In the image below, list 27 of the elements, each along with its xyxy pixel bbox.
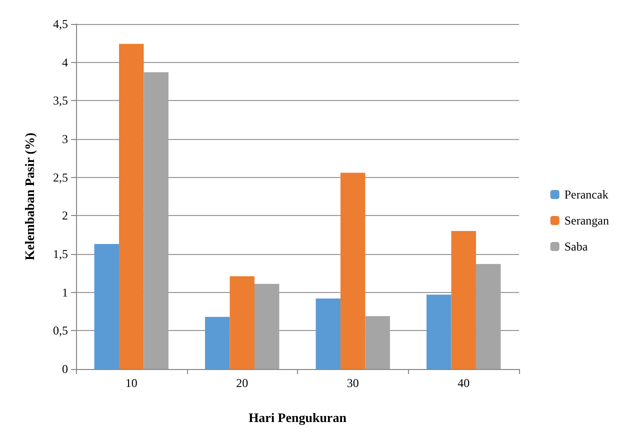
bar: [205, 316, 230, 369]
y-tick-label: 3,5: [53, 94, 68, 108]
bar: [316, 298, 341, 369]
bar: [426, 294, 452, 369]
bar: [119, 44, 144, 369]
x-tick-label: 10: [125, 376, 138, 390]
y-tick-label: 1,5: [53, 247, 68, 261]
y-tick-label: 2: [62, 208, 68, 223]
y-tick-label: 4: [62, 55, 68, 70]
bar: [94, 244, 120, 369]
bar: [340, 172, 366, 369]
legend-label: Saba: [564, 240, 588, 254]
y-tick-label: 0,5: [53, 324, 68, 338]
y-tick-label: 4,5: [53, 17, 68, 31]
y-tick-label: 3: [62, 132, 68, 146]
legend-label: Serangan: [564, 214, 610, 228]
x-axis-title: Hari Pengukuran: [248, 410, 348, 425]
x-tick-label: 40: [458, 376, 470, 390]
bar: [230, 276, 254, 369]
x-tick-label: 30: [346, 376, 359, 390]
y-tick-label: 0: [62, 362, 68, 376]
y-axis-title: Kelembaban Pasir (%): [22, 132, 37, 260]
bar: [451, 231, 476, 369]
x-tick-label: 20: [236, 376, 248, 390]
y-tick-label: 1: [62, 285, 68, 300]
legend-label: Perancak: [564, 188, 608, 202]
y-tick-label: 2,5: [53, 170, 68, 184]
